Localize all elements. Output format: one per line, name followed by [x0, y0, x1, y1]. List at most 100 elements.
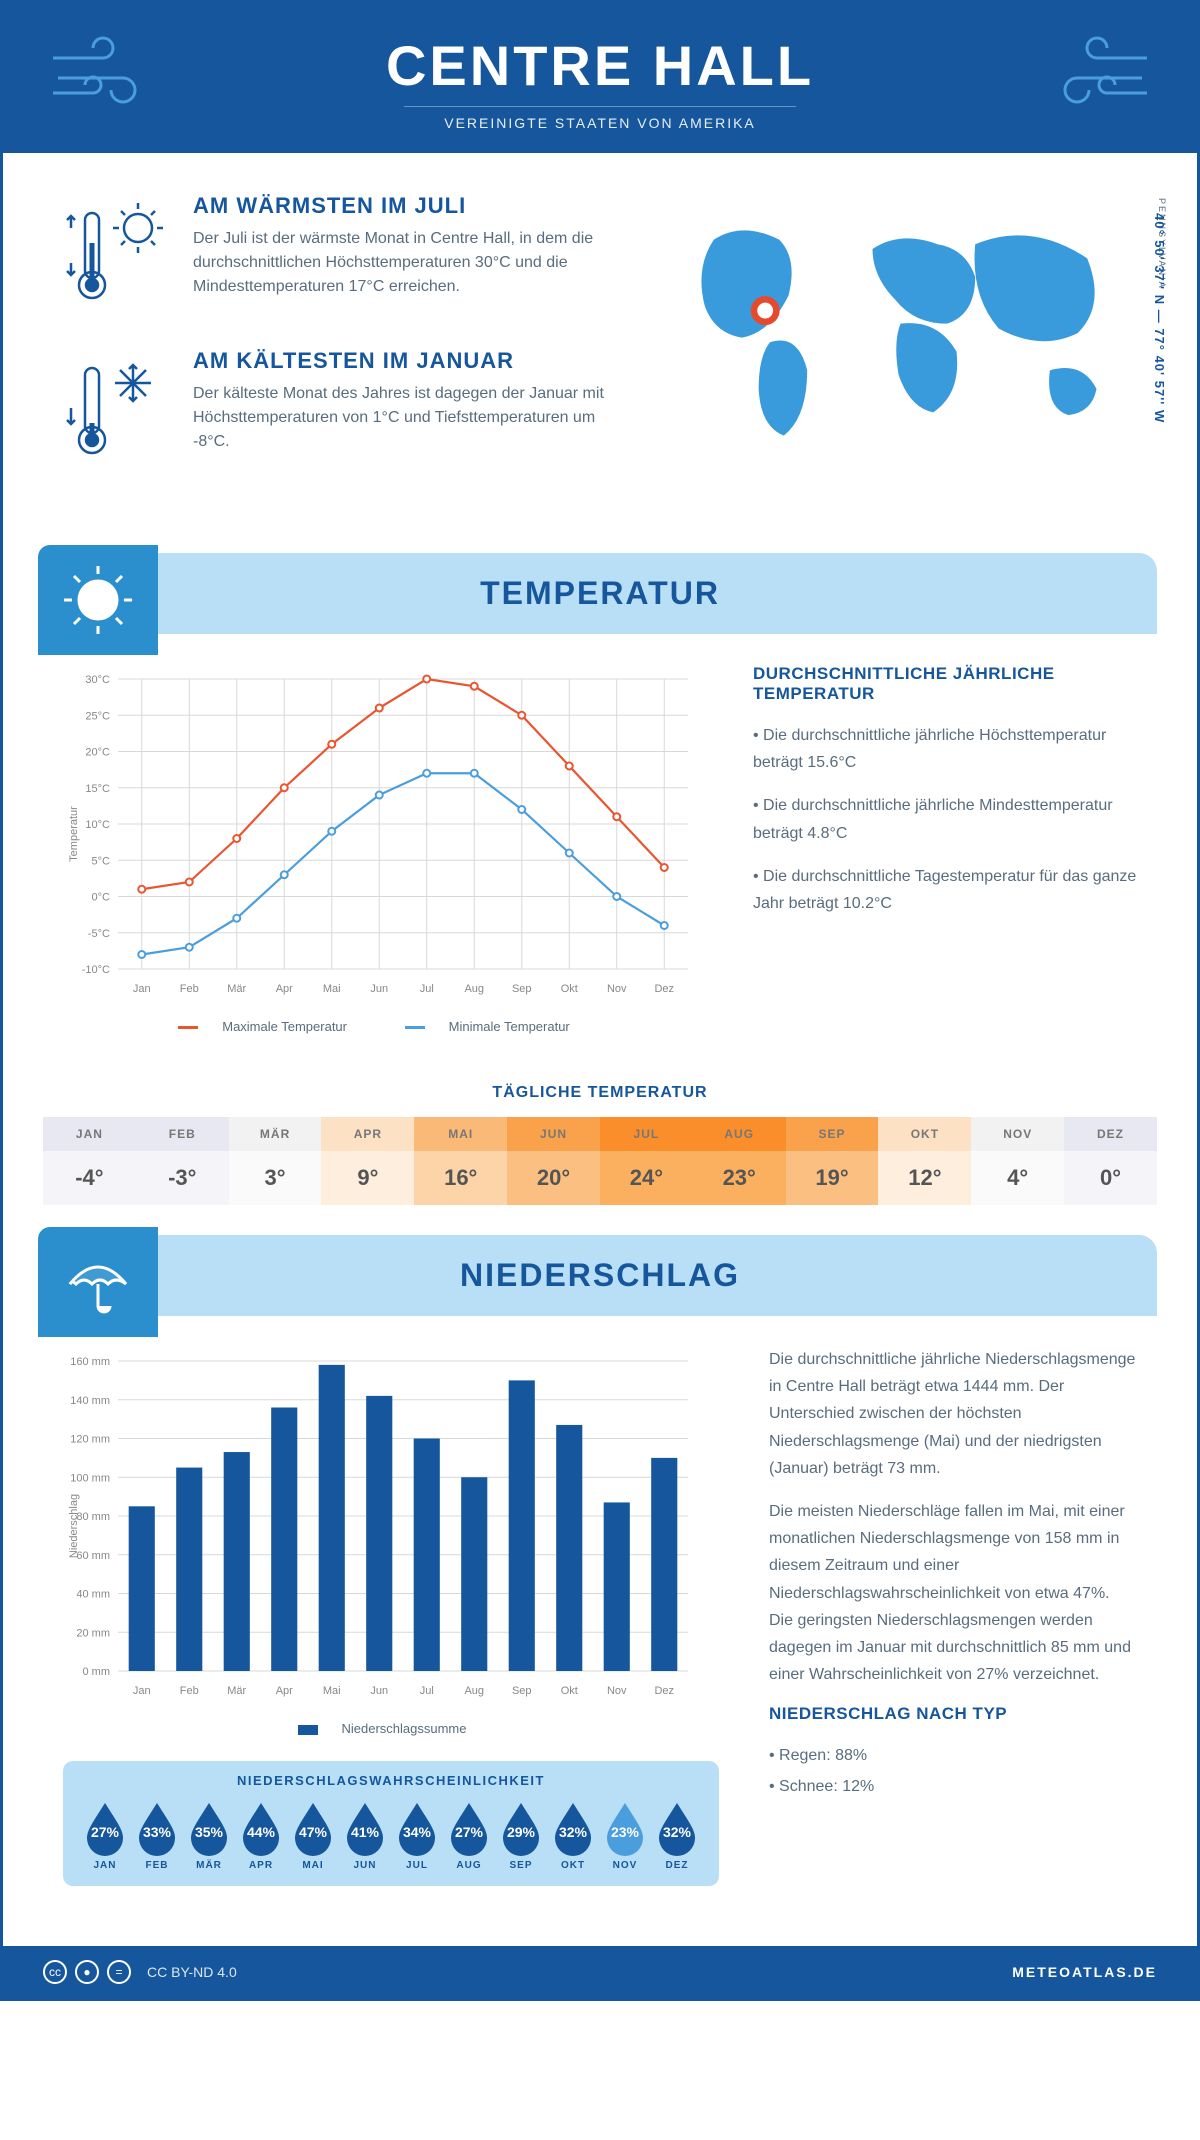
- temperature-line-chart: -10°C-5°C0°C5°C10°C15°C20°C25°C30°CJanFe…: [63, 664, 703, 1034]
- daily-temp-cell: MAI16°: [414, 1117, 507, 1205]
- fact-cold-body: Der kälteste Monat des Jahres ist dagege…: [193, 382, 605, 454]
- svg-text:Okt: Okt: [561, 1685, 578, 1697]
- daily-temp-title: TÄGLICHE TEMPERATUR: [3, 1084, 1197, 1102]
- precip-prob-drop: 44%APR: [237, 1800, 285, 1871]
- daily-temp-grid: JAN-4°FEB-3°MÄR3°APR9°MAI16°JUN20°JUL24°…: [43, 1117, 1157, 1205]
- precip-prob-drop: 27%AUG: [445, 1800, 493, 1871]
- chart-legend: Maximale Temperatur Minimale Temperatur: [63, 1019, 703, 1034]
- precip-type-bullet: • Schnee: 12%: [769, 1773, 1137, 1800]
- precip-prob-drop: 32%DEZ: [653, 1800, 701, 1871]
- precip-type-bullet: • Regen: 88%: [769, 1742, 1137, 1769]
- section-title: NIEDERSCHLAG: [43, 1257, 1157, 1294]
- temp-text-heading: DURCHSCHNITTLICHE JÄHRLICHE TEMPERATUR: [753, 664, 1137, 704]
- daily-temp-cell: AUG23°: [693, 1117, 786, 1205]
- precip-prob-drop: 41%JUN: [341, 1800, 389, 1871]
- daily-temp-cell: OKT12°: [878, 1117, 971, 1205]
- precip-prob-drop: 32%OKT: [549, 1800, 597, 1871]
- svg-text:15°C: 15°C: [85, 783, 110, 795]
- daily-temp-cell: MÄR3°: [229, 1117, 322, 1205]
- precip-prob-drop: 29%SEP: [497, 1800, 545, 1871]
- page-subtitle: VEREINIGTE STAATEN VON AMERIKA: [404, 106, 796, 131]
- svg-text:Feb: Feb: [180, 983, 199, 995]
- fact-warmest: AM WÄRMSTEN IM JULI Der Juli ist der wär…: [63, 193, 605, 318]
- precip-prob-drop: 23%NOV: [601, 1800, 649, 1871]
- svg-text:Okt: Okt: [561, 983, 578, 995]
- svg-text:30°C: 30°C: [85, 674, 110, 686]
- fact-cold-title: AM KÄLTESTEN IM JANUAR: [193, 348, 605, 374]
- section-title: TEMPERATUR: [43, 575, 1157, 612]
- svg-text:Niederschlag: Niederschlag: [68, 1494, 80, 1558]
- precip-type-heading: NIEDERSCHLAG NACH TYP: [769, 1704, 1137, 1724]
- temp-bullet: • Die durchschnittliche jährliche Höchst…: [753, 722, 1137, 776]
- svg-text:Aug: Aug: [464, 1685, 484, 1697]
- svg-text:40 mm: 40 mm: [76, 1589, 110, 1601]
- svg-text:100 mm: 100 mm: [70, 1472, 110, 1484]
- daily-temp-cell: APR9°: [321, 1117, 414, 1205]
- svg-text:160 mm: 160 mm: [70, 1356, 110, 1368]
- svg-text:Nov: Nov: [607, 983, 627, 995]
- svg-text:Apr: Apr: [276, 983, 293, 995]
- svg-text:Feb: Feb: [180, 1685, 199, 1697]
- daily-temp-cell: JUL24°: [600, 1117, 693, 1205]
- temp-bullet: • Die durchschnittliche Tagestemperatur …: [753, 863, 1137, 917]
- precip-prob-drop: 35%MÄR: [185, 1800, 233, 1871]
- svg-text:5°C: 5°C: [92, 855, 111, 867]
- header: CENTRE HALL VEREINIGTE STAATEN VON AMERI…: [3, 3, 1197, 153]
- precip-prob-drop: 47%MAI: [289, 1800, 337, 1871]
- svg-text:0°C: 0°C: [92, 892, 111, 904]
- svg-text:Sep: Sep: [512, 1685, 532, 1697]
- world-map: PENNSYLVANIA 40° 50' 37'' N — 77° 40' 57…: [645, 193, 1137, 503]
- svg-text:10°C: 10°C: [85, 819, 110, 831]
- wind-icon: [1047, 33, 1157, 118]
- svg-text:80 mm: 80 mm: [76, 1511, 110, 1523]
- svg-text:Mär: Mär: [227, 983, 246, 995]
- precip-bar-chart: 0 mm20 mm40 mm60 mm80 mm100 mm120 mm140 …: [63, 1346, 703, 1706]
- page-title: CENTRE HALL: [23, 33, 1177, 98]
- by-icon: ●: [75, 1960, 99, 1984]
- thermometer-snow-icon: [63, 348, 173, 473]
- precip-prob-drop: 33%FEB: [133, 1800, 181, 1871]
- daily-temp-cell: SEP19°: [786, 1117, 879, 1205]
- svg-text:-5°C: -5°C: [88, 928, 110, 940]
- coords-label: 40° 50' 37'' N — 77° 40' 57'' W: [1152, 213, 1167, 423]
- precip-prob-drop: 27%JAN: [81, 1800, 129, 1871]
- cc-icon: cc: [43, 1960, 67, 1984]
- wind-icon: [43, 33, 153, 118]
- svg-text:140 mm: 140 mm: [70, 1395, 110, 1407]
- svg-text:Aug: Aug: [464, 983, 484, 995]
- svg-text:Jun: Jun: [370, 1685, 388, 1697]
- fact-warm-body: Der Juli ist der wärmste Monat in Centre…: [193, 227, 605, 299]
- daily-temp-cell: DEZ0°: [1064, 1117, 1157, 1205]
- svg-text:Mai: Mai: [323, 1685, 341, 1697]
- svg-text:0 mm: 0 mm: [83, 1666, 111, 1678]
- chart-legend: Niederschlagssumme: [63, 1721, 719, 1736]
- temp-bullet: • Die durchschnittliche jährliche Mindes…: [753, 792, 1137, 846]
- daily-temp-cell: JUN20°: [507, 1117, 600, 1205]
- svg-text:Mär: Mär: [227, 1685, 246, 1697]
- precip-text-p1: Die durchschnittliche jährliche Niedersc…: [769, 1346, 1137, 1482]
- daily-temp-cell: FEB-3°: [136, 1117, 229, 1205]
- svg-text:25°C: 25°C: [85, 710, 110, 722]
- section-banner-precip: NIEDERSCHLAG: [43, 1235, 1157, 1316]
- svg-text:Jul: Jul: [420, 1685, 434, 1697]
- svg-text:Jan: Jan: [133, 1685, 151, 1697]
- svg-text:Jul: Jul: [420, 983, 434, 995]
- svg-text:Dez: Dez: [654, 1685, 674, 1697]
- svg-text:Sep: Sep: [512, 983, 532, 995]
- precip-probability-panel: NIEDERSCHLAGSWAHRSCHEINLICHKEIT 27%JAN33…: [63, 1761, 719, 1886]
- thermometer-sun-icon: [63, 193, 173, 318]
- license: cc ● = CC BY-ND 4.0: [43, 1960, 237, 1984]
- svg-text:-10°C: -10°C: [82, 964, 110, 976]
- precip-prob-title: NIEDERSCHLAGSWAHRSCHEINLICHKEIT: [81, 1773, 701, 1788]
- svg-text:Mai: Mai: [323, 983, 341, 995]
- section-banner-temperature: TEMPERATUR: [43, 553, 1157, 634]
- fact-warm-title: AM WÄRMSTEN IM JULI: [193, 193, 605, 219]
- umbrella-icon: [38, 1227, 158, 1337]
- svg-text:Nov: Nov: [607, 1685, 627, 1697]
- nd-icon: =: [107, 1960, 131, 1984]
- svg-text:20 mm: 20 mm: [76, 1627, 110, 1639]
- precip-text-p2: Die meisten Niederschläge fallen im Mai,…: [769, 1498, 1137, 1688]
- daily-temp-cell: NOV4°: [971, 1117, 1064, 1205]
- footer: cc ● = CC BY-ND 4.0 METEOATLAS.DE: [3, 1946, 1197, 1998]
- svg-text:120 mm: 120 mm: [70, 1434, 110, 1446]
